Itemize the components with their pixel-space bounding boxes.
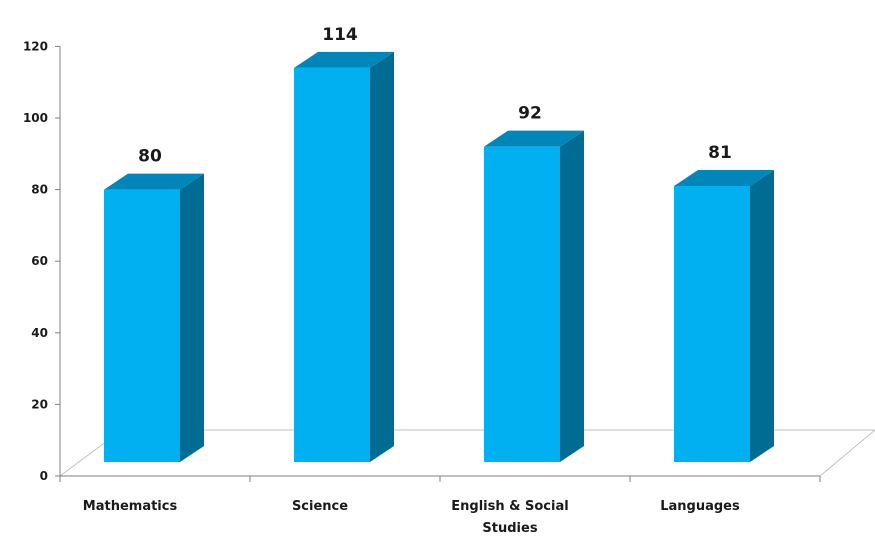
y-tick-label: 0 bbox=[40, 469, 48, 483]
data-label: 80 bbox=[138, 147, 162, 167]
chart-labels: 80 Mathematics 114 Science 92 English & Socia… bbox=[83, 25, 740, 536]
bar-side bbox=[750, 170, 774, 462]
bar-front bbox=[104, 189, 180, 462]
bar-languages bbox=[674, 170, 774, 462]
bar-series bbox=[104, 51, 774, 462]
bar-front bbox=[484, 146, 560, 462]
bar-science bbox=[294, 51, 394, 462]
bar-side bbox=[370, 51, 394, 462]
x-category-label: Science bbox=[292, 499, 348, 514]
data-label: 81 bbox=[708, 143, 732, 163]
x-category-label: Languages bbox=[660, 499, 740, 514]
y-tick-label: 80 bbox=[31, 183, 48, 197]
y-tick-label: 60 bbox=[31, 254, 48, 268]
y-tick-label: 20 bbox=[31, 397, 48, 411]
bar-side bbox=[180, 173, 204, 462]
data-label: 114 bbox=[322, 25, 358, 45]
bar-side bbox=[560, 130, 584, 462]
x-category-label: Studies bbox=[482, 521, 537, 536]
y-axis: 0 20 40 60 80 100 120 bbox=[23, 39, 821, 483]
data-label: 92 bbox=[518, 104, 542, 124]
bar-front bbox=[674, 186, 750, 462]
y-tick-label: 100 bbox=[23, 111, 48, 125]
bar-front bbox=[294, 67, 370, 462]
x-category-label: English & Social bbox=[451, 499, 568, 514]
bar-top bbox=[674, 170, 774, 187]
y-tick-label: 120 bbox=[23, 39, 48, 53]
y-tick-label: 40 bbox=[31, 326, 48, 340]
x-category-label: Mathematics bbox=[83, 499, 178, 514]
bar-mathematics bbox=[104, 173, 204, 462]
bar-top bbox=[484, 130, 584, 147]
bar-top bbox=[294, 51, 394, 68]
bar-english-social-studies bbox=[484, 130, 584, 462]
bar-top bbox=[104, 173, 204, 190]
